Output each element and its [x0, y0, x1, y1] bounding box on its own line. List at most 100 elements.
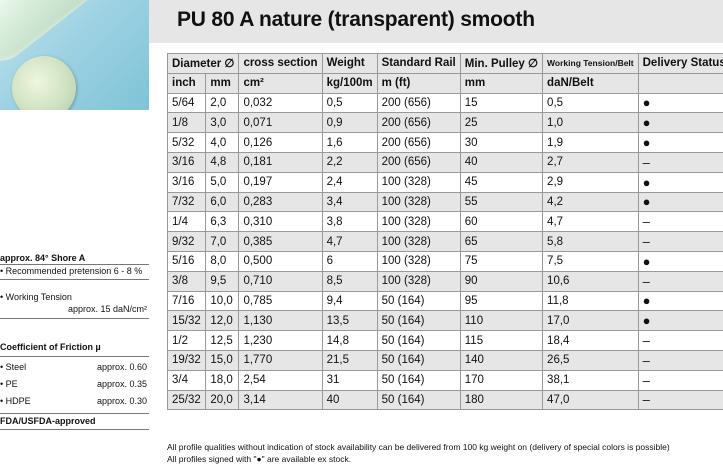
cell-weight: 6 [321, 250, 378, 272]
divider [0, 413, 149, 414]
table-row: 7/16 10,0 0,785 9,4 50 (164) 95 11,8 ● [166, 290, 723, 312]
cell-inch: 15/32 [166, 310, 207, 332]
unit-m-ft: m (ft) [376, 72, 461, 94]
cell-standard-rail: 50 (164) [376, 389, 461, 411]
header-working-tension: Working Tension/Belt [542, 53, 639, 74]
divider [0, 318, 149, 319]
cell-cross-section: 0,500 [238, 250, 323, 272]
cell-weight: 31 [321, 369, 378, 391]
cell-inch: 3/16 [166, 151, 207, 173]
cell-min-pulley: 40 [459, 151, 544, 173]
cell-standard-rail: 50 (164) [376, 330, 461, 351]
table-row: 3/16 5,0 0,197 2,4 100 (328) 45 2,9 ● [166, 171, 723, 193]
cell-delivery-status: – [637, 369, 723, 391]
cell-working-tension: 5,8 [542, 231, 639, 252]
cell-delivery-status: – [637, 389, 723, 411]
divider [0, 356, 149, 357]
cell-weight: 14,8 [321, 330, 378, 351]
friction-item: • Steel approx. 0.60 [0, 362, 149, 379]
cell-min-pulley: 115 [459, 330, 544, 351]
friction-item: • PE approx. 0.35 [0, 379, 149, 396]
cell-cross-section: 0,310 [238, 211, 323, 233]
cell-min-pulley: 15 [459, 92, 544, 114]
cell-standard-rail: 200 (656) [376, 112, 461, 134]
table-row: 3/8 9,5 0,710 8,5 100 (328) 90 10,6– [166, 270, 723, 292]
table-row: 3/16 4,8 0,181 2,2 200 (656) 40 2,7– [166, 151, 723, 173]
cell-working-tension: 10,6 [542, 270, 639, 292]
cell-weight: 2,2 [321, 151, 378, 173]
cell-mm: 4,0 [205, 132, 240, 153]
table-row: 5/64 2,0 0,032 0,5 200 (656) 15 0,5 ● [166, 92, 723, 114]
cell-cross-section: 1,130 [238, 310, 323, 332]
cell-weight: 4,7 [321, 231, 378, 252]
cell-min-pulley: 30 [459, 132, 544, 153]
cell-standard-rail: 100 (328) [376, 231, 461, 252]
cell-delivery-status: – [637, 349, 723, 371]
cell-weight: 8,5 [321, 270, 378, 292]
cell-delivery-status: ● [637, 191, 723, 213]
page-title: PU 80 A nature (transparent) smooth [177, 8, 535, 31]
cell-mm: 18,0 [205, 369, 240, 391]
cell-min-pulley: 45 [459, 171, 544, 193]
header-delivery-status: Delivery Status [637, 53, 723, 74]
cell-working-tension: 11,8 [542, 290, 639, 312]
cell-working-tension: 2,7 [542, 151, 639, 173]
cell-inch: 7/16 [166, 290, 207, 312]
friction-title: Coefficient of Friction µ [0, 342, 101, 352]
unit-inch: inch [166, 72, 207, 94]
cell-cross-section: 0,385 [238, 231, 323, 252]
cell-mm: 5,0 [205, 171, 240, 193]
cell-working-tension: 1,9 [542, 132, 639, 153]
cell-mm: 15,0 [205, 349, 240, 371]
cell-mm: 2,0 [205, 92, 240, 114]
table-body: 5/64 2,0 0,032 0,5 200 (656) 15 0,5 ● 1/8 3,0 0,07… [166, 92, 723, 411]
table-row: 9/32 7,0 0,385 4,7 100 (328) 65 5,8– [166, 231, 723, 252]
unit-pulley-mm: mm [459, 72, 544, 94]
header-standard-rail: Standard Rail [376, 53, 461, 74]
footer-note-2: All profiles signed with "●" are availab… [167, 454, 352, 464]
cell-standard-rail: 100 (328) [376, 171, 461, 193]
cell-working-tension: 47,0 [542, 389, 639, 411]
cell-standard-rail: 50 (164) [376, 310, 461, 332]
cell-min-pulley: 140 [459, 349, 544, 371]
cell-inch: 5/16 [166, 250, 207, 272]
cell-working-tension: 7,5 [542, 250, 639, 272]
unit-kg: kg/100m [321, 72, 378, 94]
table-row: 3/4 18,0 2,54 31 50 (164) 170 38,1– [166, 369, 723, 391]
cell-standard-rail: 50 (164) [376, 369, 461, 391]
cell-weight: 2,4 [321, 171, 378, 193]
unit-mm: mm [205, 72, 240, 94]
cell-standard-rail: 200 (656) [376, 132, 461, 153]
divider [0, 429, 149, 430]
cell-standard-rail: 200 (656) [376, 92, 461, 114]
cell-cross-section: 0,032 [238, 92, 323, 114]
cell-delivery-status: ● [637, 290, 723, 312]
cell-weight: 3,4 [321, 191, 378, 213]
cell-mm: 7,0 [205, 231, 240, 252]
cell-working-tension: 38,1 [542, 369, 639, 391]
cell-mm: 12,0 [205, 310, 240, 332]
table-row: 7/32 6,0 0,283 3,4 100 (328) 55 4,2 ● [166, 191, 723, 213]
cell-working-tension: 17,0 [542, 310, 639, 332]
cell-inch: 3/8 [166, 270, 207, 292]
cell-delivery-status: ● [637, 250, 723, 272]
cell-delivery-status: – [637, 231, 723, 252]
unit-cm2: cm² [238, 72, 323, 94]
cell-working-tension: 1,0 [542, 112, 639, 134]
cell-cross-section: 0,071 [238, 112, 323, 134]
table-row: 5/16 8,0 0,500 6 100 (328) 75 7,5 ● [166, 250, 723, 272]
cell-mm: 8,0 [205, 250, 240, 272]
cell-inch: 7/32 [166, 191, 207, 213]
table-units-row: inch mm cm² kg/100m m (ft) mm daN/Belt [166, 72, 723, 94]
header-min-pulley: Min. Pulley ∅ [459, 53, 544, 74]
round-belt-cross-section [12, 56, 76, 110]
cell-delivery-status: – [637, 270, 723, 292]
cell-weight: 9,4 [321, 290, 378, 312]
cell-cross-section: 0,710 [238, 270, 323, 292]
cell-min-pulley: 90 [459, 270, 544, 292]
cell-mm: 6,3 [205, 211, 240, 233]
cell-standard-rail: 50 (164) [376, 290, 461, 312]
table-row: 1/2 12,5 1,230 14,8 50 (164) 115 18,4– [166, 330, 723, 351]
friction-material: • HDPE [0, 396, 31, 406]
table-row: 25/32 20,0 3,14 40 50 (164) 180 47,0– [166, 389, 723, 411]
